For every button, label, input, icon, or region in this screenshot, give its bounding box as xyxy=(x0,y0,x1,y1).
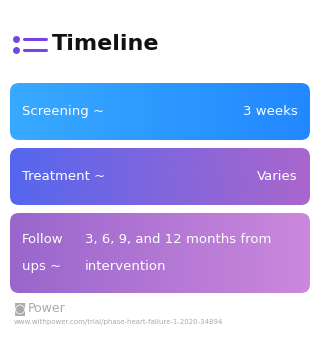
Text: www.withpower.com/trial/phase-heart-failure-1-2020-34894: www.withpower.com/trial/phase-heart-fail… xyxy=(14,319,223,325)
Text: ◙: ◙ xyxy=(14,303,26,315)
Text: Treatment ~: Treatment ~ xyxy=(22,170,105,183)
Text: 3 weeks: 3 weeks xyxy=(243,105,298,118)
Text: Timeline: Timeline xyxy=(52,34,159,54)
Text: intervention: intervention xyxy=(85,260,166,273)
Text: Power: Power xyxy=(28,303,66,315)
Text: Follow: Follow xyxy=(22,233,64,246)
Text: Varies: Varies xyxy=(257,170,298,183)
Text: Screening ~: Screening ~ xyxy=(22,105,104,118)
Text: 3, 6, 9, and 12 months from: 3, 6, 9, and 12 months from xyxy=(85,233,271,246)
Text: ups ~: ups ~ xyxy=(22,260,61,273)
